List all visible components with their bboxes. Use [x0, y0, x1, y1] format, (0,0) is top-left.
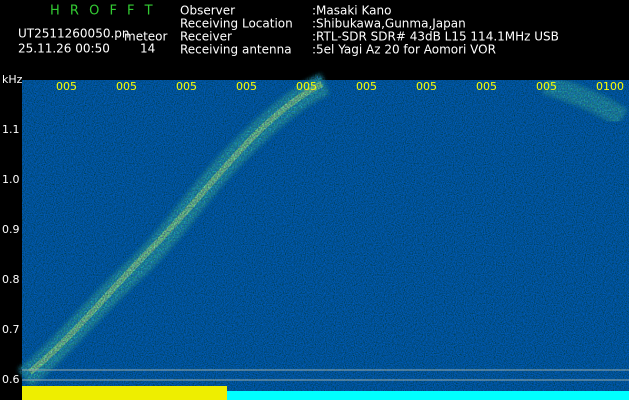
count: 14: [140, 42, 155, 56]
x-label: 005: [176, 80, 197, 93]
x-label: 005: [476, 80, 497, 93]
spectrogram-noise: [22, 80, 629, 400]
y-label: 0.6: [2, 373, 20, 386]
y-label: 0.7: [2, 323, 20, 336]
x-label: 0100: [596, 80, 624, 93]
info-label: Receiving antenna: [180, 43, 292, 57]
datetime: 25.11.26 00:50: [18, 42, 110, 56]
x-label: 005: [116, 80, 137, 93]
file-name: UT2511260050.pn: [18, 27, 130, 41]
x-label: 005: [356, 80, 377, 93]
y-label: 0.8: [2, 273, 20, 286]
y-labels: 1.1 1.0 0.9 0.8 0.7 0.6: [2, 123, 20, 386]
x-label: 005: [56, 80, 77, 93]
x-label: 005: [536, 80, 557, 93]
info-value: :Masaki Kano: [312, 4, 391, 18]
info-value: :5el Yagi Az 20 for Aomori VOR: [312, 43, 496, 57]
signal-bar: [227, 391, 629, 400]
x-label: 005: [236, 80, 257, 93]
info-label: Receiver: [180, 30, 232, 44]
unit: kHz: [2, 73, 23, 86]
meteor-echo: [18, 73, 628, 387]
x-labels: 005 005 005 005 005 005 005 005 005 0100: [56, 80, 624, 93]
logo: H R O F F T: [50, 4, 156, 19]
y-label: 1.0: [2, 173, 20, 186]
info-block: Observer :Masaki Kano Receiving Location :S…: [180, 4, 559, 57]
info-label: Receiving Location: [180, 17, 293, 31]
info-label: Observer: [180, 4, 235, 18]
info-value: :RTL-SDR SDR# 43dB L15 114.1MHz USB: [312, 30, 559, 44]
signal-bar: [22, 386, 227, 400]
y-label: 1.1: [2, 123, 20, 136]
y-label: 0.9: [2, 223, 20, 236]
info-value: :Shibukawa,Gunma,Japan: [312, 17, 466, 31]
x-label: 005: [416, 80, 437, 93]
tag: meteor: [124, 30, 168, 44]
x-label: 005: [296, 80, 317, 93]
